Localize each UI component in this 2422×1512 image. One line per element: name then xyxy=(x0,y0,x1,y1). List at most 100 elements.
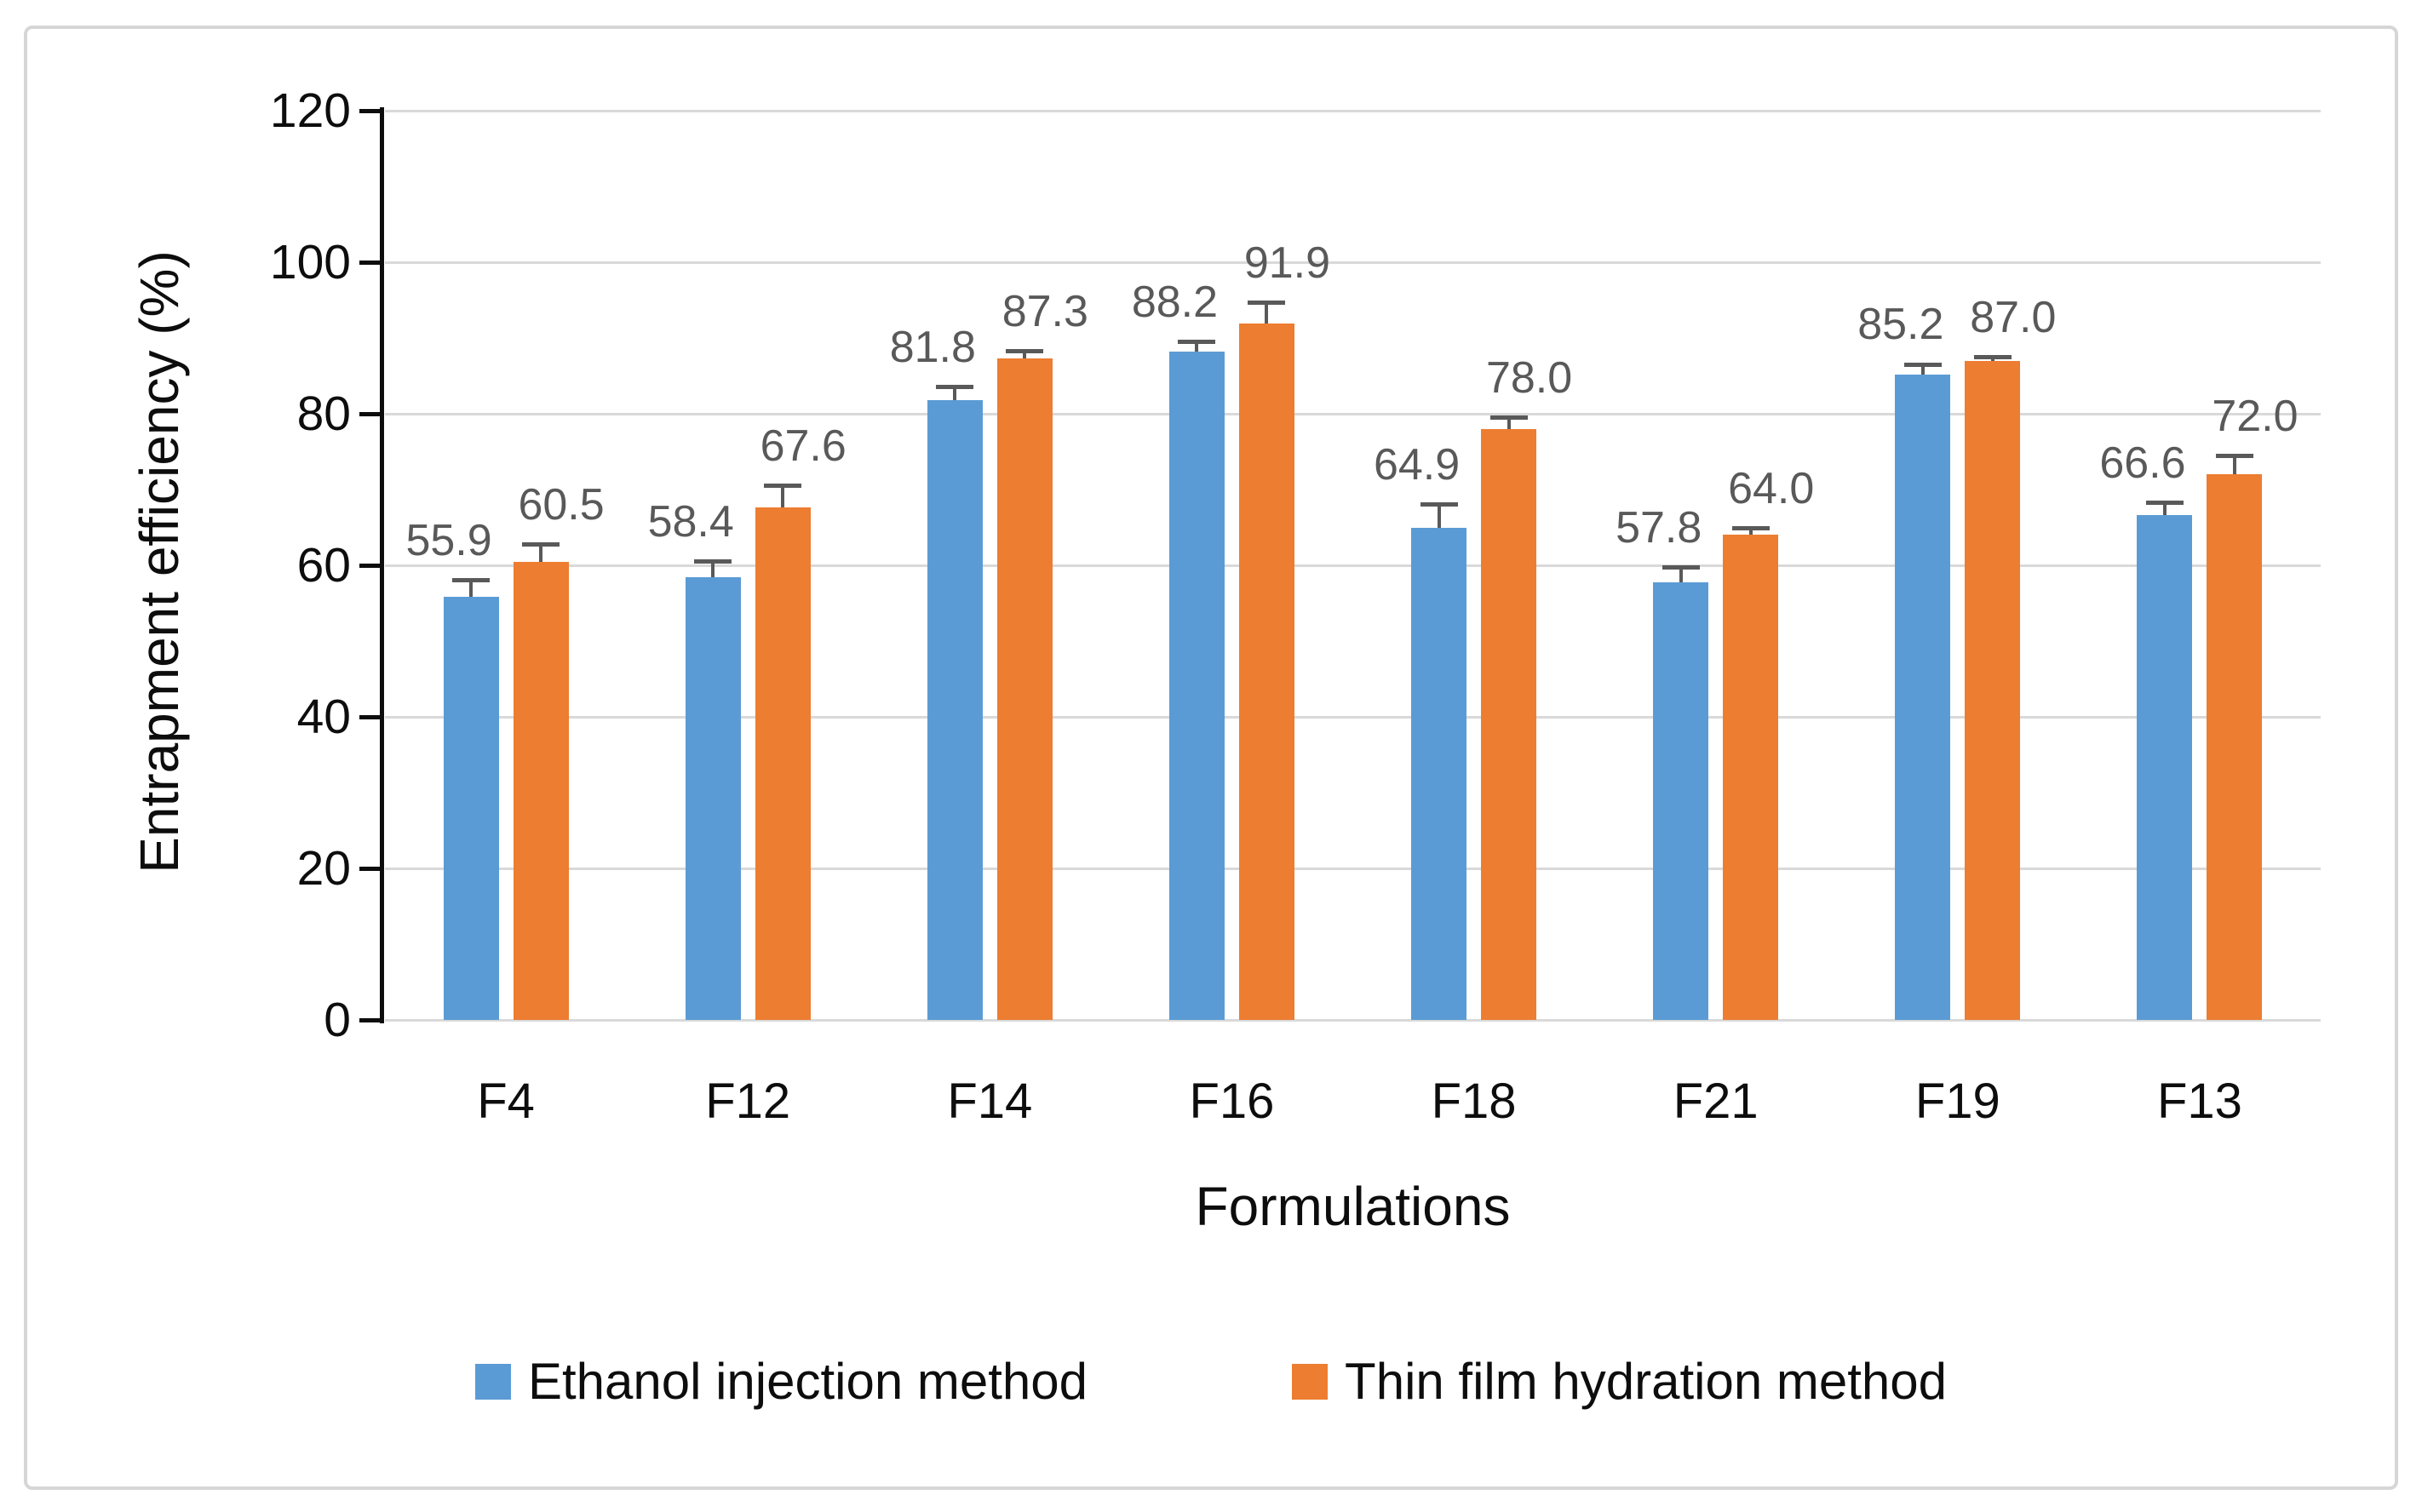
x-tick-label-F19: F19 xyxy=(1914,1074,2000,1129)
error-bar-stem xyxy=(1507,415,1511,429)
x-tick-label-F21: F21 xyxy=(1673,1074,1759,1129)
legend: Ethanol injection method Thin film hydrat… xyxy=(0,1352,2422,1411)
error-bar-cap xyxy=(1420,502,1458,507)
data-label-F14-series2: 87.3 xyxy=(1002,287,1088,337)
y-tick-mark-120 xyxy=(359,108,383,113)
data-label-F14-series1: 81.8 xyxy=(889,323,976,373)
y-tick-label-120: 120 xyxy=(269,83,351,138)
x-tick-label-F12: F12 xyxy=(705,1074,791,1129)
x-tick-label-F18: F18 xyxy=(1431,1074,1517,1129)
bar-F12-series1 xyxy=(685,577,741,1020)
error-bar-cap xyxy=(2145,501,2184,506)
bar-F14-series2 xyxy=(996,358,1053,1020)
error-bar-F21-series2 xyxy=(1731,525,1770,536)
data-label-F18-series2: 78.0 xyxy=(1485,352,1573,403)
data-label-F13-series1: 66.6 xyxy=(2099,438,2186,489)
error-bar-stem xyxy=(2162,501,2167,516)
data-label-F4-series1: 55.9 xyxy=(405,516,492,566)
error-bar-cap xyxy=(1903,362,1942,367)
y-tick-label-80: 80 xyxy=(296,387,351,441)
error-bar-F4-series2 xyxy=(522,542,560,562)
y-tick-label-0: 0 xyxy=(324,993,351,1047)
error-bar-F14-series2 xyxy=(1006,349,1044,359)
bar-F4-series1 xyxy=(443,596,499,1020)
data-label-F19-series2: 87.0 xyxy=(1970,292,2057,342)
data-label-F21-series1: 57.8 xyxy=(1616,503,1702,553)
error-bar-stem xyxy=(1920,362,1925,375)
error-bar-F14-series1 xyxy=(936,385,974,400)
gridline-0 xyxy=(385,1018,2321,1022)
gridline-40 xyxy=(385,715,2321,719)
gridline-20 xyxy=(385,867,2321,870)
x-tick-label-F14: F14 xyxy=(947,1074,1033,1129)
error-bar-F19-series2 xyxy=(1973,354,2012,361)
bar-F18-series2 xyxy=(1481,428,1537,1020)
error-bar-F4-series1 xyxy=(452,578,491,597)
y-tick-mark-40 xyxy=(359,714,383,719)
data-label-F13-series2: 72.0 xyxy=(2212,392,2299,442)
legend-item-series2: Thin film hydration method xyxy=(1292,1352,1947,1411)
error-bar-stem xyxy=(1023,349,1027,359)
error-bar-cap xyxy=(1973,354,2012,359)
error-bar-stem xyxy=(1265,300,1269,324)
error-bar-cap xyxy=(1731,525,1770,530)
error-bar-cap xyxy=(1662,565,1700,570)
error-bar-F16-series2 xyxy=(1248,300,1286,324)
error-bar-F18-series2 xyxy=(1489,415,1528,429)
data-label-F4-series2: 60.5 xyxy=(518,480,605,530)
y-tick-mark-20 xyxy=(359,866,383,871)
error-bar-stem xyxy=(469,578,473,597)
error-bar-stem xyxy=(2232,454,2236,475)
error-bar-stem xyxy=(1195,339,1199,352)
bar-F14-series1 xyxy=(927,399,983,1020)
x-tick-label-F4: F4 xyxy=(477,1074,535,1129)
data-label-F12-series1: 58.4 xyxy=(647,496,734,547)
data-label-F19-series1: 85.2 xyxy=(1857,300,1944,350)
legend-item-series1: Ethanol injection method xyxy=(474,1352,1088,1411)
x-tick-label-F16: F16 xyxy=(1189,1074,1275,1129)
x-axis-title: Formulations xyxy=(1195,1176,1511,1237)
legend-swatch-icon xyxy=(474,1363,511,1400)
error-bar-cap xyxy=(452,578,491,583)
y-tick-label-20: 20 xyxy=(296,841,351,896)
error-bar-F21-series1 xyxy=(1662,565,1700,582)
error-bar-stem xyxy=(781,483,785,508)
error-bar-cap xyxy=(764,483,802,488)
bar-F21-series1 xyxy=(1653,581,1709,1020)
error-bar-cap xyxy=(2215,454,2253,459)
error-bar-stem xyxy=(1748,525,1753,536)
y-tick-label-100: 100 xyxy=(269,235,351,289)
y-tick-mark-80 xyxy=(359,411,383,416)
gridline-100 xyxy=(385,261,2321,264)
error-bar-F19-series1 xyxy=(1903,362,1942,375)
error-bar-cap xyxy=(1006,349,1044,354)
error-bar-cap xyxy=(694,558,732,564)
y-tick-mark-60 xyxy=(359,563,383,568)
bar-F4-series2 xyxy=(513,561,569,1020)
bar-F19-series1 xyxy=(1895,374,1951,1020)
bar-F18-series1 xyxy=(1411,528,1467,1020)
legend-swatch-icon xyxy=(1292,1363,1329,1400)
error-bar-F13-series1 xyxy=(2145,501,2184,516)
error-bar-cap xyxy=(1248,300,1286,305)
legend-label: Ethanol injection method xyxy=(527,1353,1088,1410)
data-label-F21-series2: 64.0 xyxy=(1728,463,1815,513)
error-bar-F18-series1 xyxy=(1420,502,1458,529)
data-label-F16-series1: 88.2 xyxy=(1131,277,1219,327)
error-bar-F13-series2 xyxy=(2215,454,2253,475)
error-bar-F12-series1 xyxy=(694,558,732,578)
error-bar-stem xyxy=(539,542,543,562)
legend-label: Thin film hydration method xyxy=(1345,1353,1948,1410)
error-bar-stem xyxy=(711,558,715,578)
gridline-60 xyxy=(385,564,2321,567)
y-tick-label-40: 40 xyxy=(296,690,351,744)
data-label-F16-series2: 91.9 xyxy=(1243,238,1331,288)
data-label-F18-series1: 64.9 xyxy=(1373,440,1461,490)
bar-F12-series2 xyxy=(755,507,811,1020)
error-bar-stem xyxy=(1679,565,1683,582)
bar-F13-series2 xyxy=(2207,474,2263,1020)
error-bar-F16-series1 xyxy=(1178,339,1216,352)
x-tick-label-F13: F13 xyxy=(2156,1074,2242,1129)
bar-F13-series1 xyxy=(2137,515,2193,1020)
bar-F16-series1 xyxy=(1168,352,1225,1020)
